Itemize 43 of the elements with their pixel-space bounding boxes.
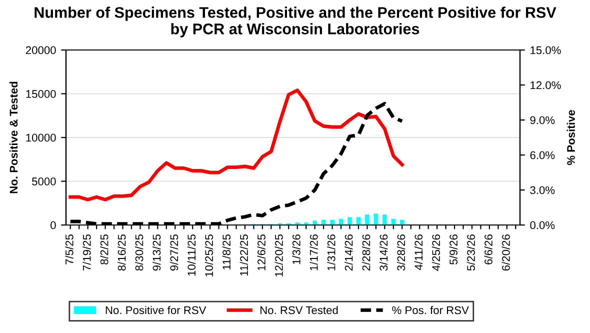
x-tick-label: 11/8/25 [222, 234, 230, 270]
x-tick-label: 9/13/25 [152, 234, 161, 271]
x-tick-label: 10/25/25 [204, 234, 214, 276]
y-tick-label: 15000 [26, 90, 56, 98]
x-tick-label: 3/28/26 [396, 234, 406, 271]
legend-label: No. Positive for RSV [106, 306, 206, 314]
x-tick-label: 8/2/25 [100, 234, 108, 264]
legend-label: No. RSV Tested [260, 306, 338, 314]
y-tick-label: 0 [50, 221, 56, 230]
y-tick-label: 5000 [32, 178, 56, 186]
y-tick-label: 10000 [26, 134, 56, 142]
y2-tick-label: 0.0% [530, 221, 555, 230]
y2-axis-title: % Positive [566, 110, 575, 166]
x-tick-label: 6/20/26 [502, 234, 510, 271]
x-tick-label: 6/6/26 [484, 234, 492, 264]
x-tick-label: 10/11/25 [187, 234, 196, 276]
x-tick-label: 1/31/26 [327, 234, 336, 270]
x-tick-label: 2/28/26 [362, 234, 370, 271]
y2-tick-label: 15.0% [530, 46, 561, 54]
y-tick-label: 20000 [26, 46, 56, 54]
y2-tick-label: 6.0% [530, 151, 555, 160]
y2-tick-label: 12.0% [530, 81, 561, 90]
x-tick-label: 8/16/25 [118, 234, 126, 271]
x-tick-label: 7/19/25 [82, 234, 91, 271]
x-tick-label: 4/11/26 [414, 234, 423, 270]
x-tick-label: 9/27/25 [170, 234, 178, 271]
x-tick-label: 1/3/26 [292, 234, 300, 264]
x-tick-label: 2/14/26 [344, 234, 353, 271]
legend-label: % Pos. for RSV [392, 306, 469, 314]
x-tick-label: 5/23/26 [466, 234, 475, 271]
x-tick-label: 12/20/25 [274, 234, 283, 276]
x-tick-label: 7/5/25 [65, 234, 74, 264]
x-tick-label: 11/22/25 [240, 234, 248, 276]
x-tick-label: 12/6/25 [257, 234, 266, 270]
x-tick-label: 5/9/26 [449, 234, 458, 264]
x-tick-label: 8/30/25 [135, 234, 144, 271]
x-tick-label: 3/14/26 [379, 234, 388, 271]
y2-tick-label: 3.0% [530, 186, 555, 194]
x-tick-label: 4/25/26 [432, 234, 440, 271]
y-axis-title: No. Positive & Tested [9, 82, 18, 194]
y2-tick-label: 9.0% [530, 116, 555, 124]
x-tick-label: 1/17/26 [310, 234, 318, 270]
chart-title: Number of Specimens Tested, Positive and the Percent Positive for RSV by PCR at Wisconsin Laboratories [34, 6, 556, 38]
